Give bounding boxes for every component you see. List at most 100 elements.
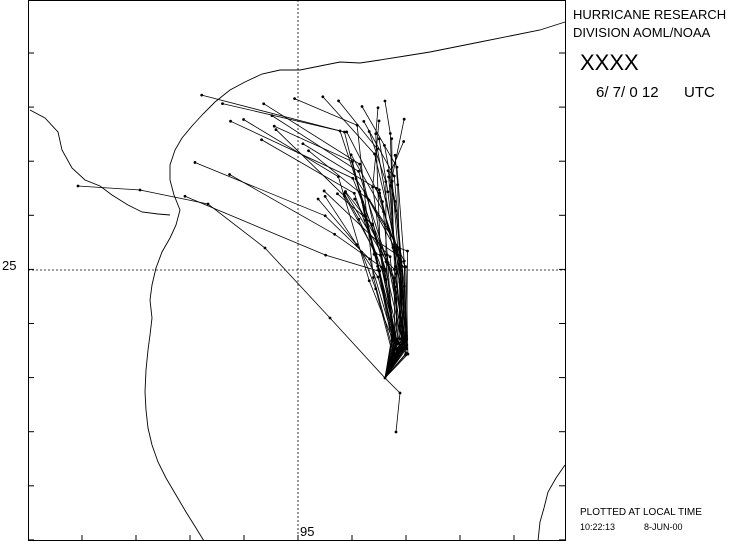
track-point bbox=[242, 118, 245, 121]
track-point bbox=[337, 99, 340, 103]
track-point bbox=[221, 102, 224, 105]
forecast-tracks bbox=[76, 93, 410, 434]
track-point bbox=[394, 430, 398, 434]
track-point bbox=[76, 184, 80, 188]
track-point bbox=[328, 316, 332, 320]
track-point bbox=[206, 202, 210, 206]
track-point bbox=[377, 119, 381, 123]
track-point bbox=[193, 161, 197, 164]
header-line: DIVISION AOML/NOAA bbox=[573, 25, 711, 40]
track-point bbox=[307, 149, 310, 153]
track-point bbox=[262, 102, 266, 106]
track-point bbox=[406, 249, 409, 253]
track-point bbox=[381, 200, 384, 203]
track-point bbox=[352, 191, 356, 195]
track-point bbox=[406, 352, 410, 356]
track-point bbox=[372, 276, 375, 279]
track-point bbox=[388, 132, 392, 135]
track-point bbox=[351, 176, 355, 180]
track-point bbox=[373, 152, 376, 156]
track-point bbox=[343, 190, 347, 194]
track-point bbox=[336, 192, 339, 196]
track-point bbox=[393, 337, 397, 341]
track-point bbox=[384, 278, 388, 281]
track-point bbox=[398, 277, 402, 281]
time-zone: UTC bbox=[684, 84, 715, 101]
storm-name: XXXX bbox=[580, 50, 639, 75]
track-point bbox=[405, 343, 409, 347]
track-point bbox=[395, 165, 399, 169]
track-point bbox=[138, 188, 142, 192]
track-point bbox=[357, 169, 360, 173]
track-point bbox=[387, 175, 391, 179]
track-point bbox=[321, 95, 325, 99]
track-point bbox=[400, 264, 404, 268]
track-point bbox=[260, 138, 263, 142]
track-point bbox=[293, 97, 297, 101]
track-point bbox=[392, 174, 396, 178]
track-point bbox=[229, 119, 232, 123]
track-point bbox=[316, 197, 320, 201]
footer-time: 10:22:13 bbox=[580, 522, 615, 532]
coastline bbox=[144, 21, 566, 541]
latitude-label: 25 bbox=[2, 258, 16, 273]
track-point bbox=[324, 253, 328, 257]
footer-date: 8-JUN-00 bbox=[644, 522, 683, 532]
storm-date: 6/ 7/ 0 12 bbox=[596, 84, 659, 101]
track-point bbox=[376, 275, 380, 279]
track bbox=[77, 185, 386, 379]
track-point bbox=[333, 232, 337, 236]
track-point bbox=[353, 197, 357, 201]
track-point bbox=[343, 130, 346, 134]
frame-ticks bbox=[28, 52, 565, 541]
track-point bbox=[228, 173, 232, 176]
track-point bbox=[371, 222, 374, 226]
track-point bbox=[274, 128, 278, 131]
track-point bbox=[343, 194, 346, 198]
longitude-label: 95 bbox=[300, 524, 314, 539]
track-point bbox=[345, 130, 349, 134]
track-point bbox=[323, 195, 327, 198]
track-point bbox=[402, 117, 406, 121]
track-point bbox=[263, 246, 267, 250]
track-point bbox=[270, 114, 274, 118]
track-point bbox=[272, 124, 276, 128]
track-point bbox=[357, 217, 361, 221]
track-point bbox=[398, 391, 402, 395]
track-point bbox=[400, 349, 403, 352]
track-point bbox=[360, 105, 364, 108]
track-point bbox=[393, 153, 397, 157]
coastline-yucatan bbox=[537, 464, 566, 541]
track-point bbox=[383, 99, 387, 103]
coastline-inland bbox=[29, 109, 171, 216]
track-point bbox=[301, 142, 305, 146]
track-point bbox=[379, 253, 382, 257]
track-point bbox=[403, 265, 406, 269]
track-point bbox=[183, 194, 187, 198]
track-point bbox=[394, 345, 397, 349]
track-point bbox=[322, 189, 326, 193]
track-point bbox=[393, 268, 396, 271]
track-point bbox=[390, 137, 394, 141]
track-point bbox=[377, 188, 381, 192]
track-point bbox=[374, 132, 378, 136]
track-point bbox=[385, 253, 389, 257]
track-point bbox=[402, 140, 406, 143]
header-line: HURRICANE RESEARCH bbox=[573, 7, 726, 22]
track-point bbox=[200, 93, 204, 97]
track-point bbox=[323, 214, 327, 218]
track-point bbox=[367, 279, 371, 283]
track-point bbox=[368, 257, 371, 261]
track-point bbox=[388, 255, 392, 259]
track-point bbox=[355, 123, 359, 127]
track-point bbox=[354, 177, 358, 181]
track-point bbox=[374, 186, 378, 190]
track-point bbox=[358, 162, 362, 166]
track-point bbox=[386, 190, 390, 194]
track-point bbox=[362, 119, 366, 123]
track-point bbox=[376, 106, 380, 110]
footer-note: PLOTTED AT LOCAL TIME bbox=[580, 507, 702, 518]
track-point bbox=[392, 276, 396, 280]
